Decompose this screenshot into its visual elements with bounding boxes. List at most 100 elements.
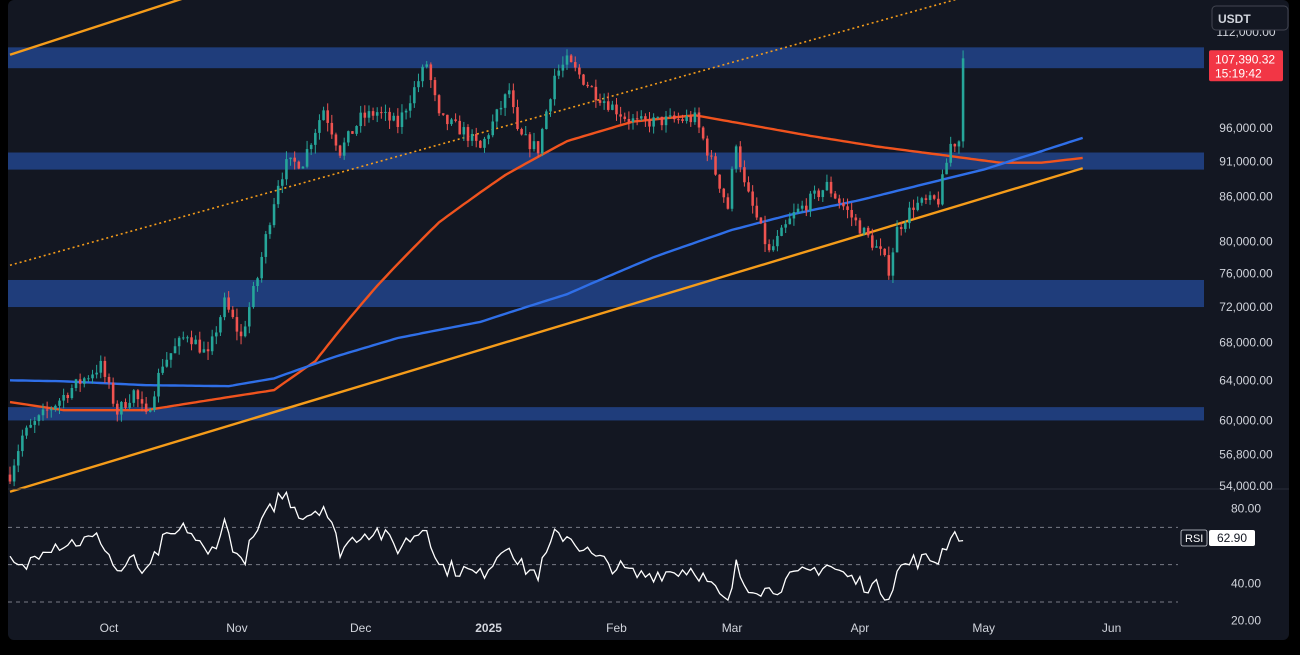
candle bbox=[648, 112, 651, 133]
candle bbox=[805, 198, 808, 217]
candle-body bbox=[396, 115, 400, 127]
candle-body bbox=[483, 138, 486, 148]
candle-body bbox=[854, 217, 858, 221]
candle-body bbox=[862, 227, 866, 234]
candle-body bbox=[763, 223, 767, 245]
candle bbox=[825, 174, 829, 191]
candle-body bbox=[474, 133, 478, 141]
candle-body bbox=[157, 372, 160, 397]
candle bbox=[458, 115, 461, 135]
candle bbox=[813, 185, 816, 200]
candle-body bbox=[507, 90, 511, 95]
candle-body bbox=[161, 366, 164, 373]
candle bbox=[685, 109, 688, 124]
candle bbox=[70, 384, 74, 400]
candle bbox=[384, 104, 387, 122]
candle bbox=[404, 108, 408, 120]
candle-body bbox=[710, 155, 713, 157]
candle-body bbox=[355, 126, 358, 134]
candle-countdown: 15:19:42 bbox=[1215, 66, 1262, 80]
candle bbox=[305, 140, 309, 169]
price-tick-label: 56,800.00 bbox=[1219, 448, 1273, 462]
candle bbox=[239, 324, 243, 345]
candle-body bbox=[149, 410, 152, 412]
candle-body bbox=[404, 110, 408, 113]
candle bbox=[54, 404, 57, 412]
candle bbox=[322, 106, 325, 121]
candle bbox=[309, 143, 313, 155]
candle bbox=[594, 79, 598, 108]
candle-body bbox=[730, 168, 734, 209]
chart-background bbox=[8, 0, 1289, 640]
candle-body bbox=[202, 349, 206, 353]
candle bbox=[961, 50, 965, 148]
candle bbox=[400, 104, 404, 134]
candle-body bbox=[186, 337, 189, 339]
candle-body bbox=[248, 307, 251, 327]
candle bbox=[347, 130, 350, 147]
price-tick-label: 86,000.00 bbox=[1219, 189, 1273, 203]
candle bbox=[512, 83, 515, 114]
candle-body bbox=[111, 382, 115, 404]
candle-body bbox=[454, 119, 457, 121]
candle bbox=[767, 239, 771, 253]
candle bbox=[792, 203, 796, 226]
candle-body bbox=[714, 156, 717, 175]
last-price-badge: 107,390.32 15:19:42 bbox=[1209, 50, 1283, 82]
candle-body bbox=[821, 190, 825, 198]
candle-body bbox=[297, 161, 301, 169]
candle-body bbox=[582, 74, 585, 85]
rsi-tick-label: 20.00 bbox=[1231, 614, 1261, 628]
candle bbox=[718, 174, 721, 193]
candle bbox=[908, 201, 911, 229]
candle bbox=[326, 103, 329, 132]
zone-4 bbox=[8, 407, 1204, 421]
candle-body bbox=[916, 202, 919, 210]
candle bbox=[243, 320, 247, 338]
candle-body bbox=[495, 109, 499, 122]
candle bbox=[219, 315, 222, 337]
candle-body bbox=[54, 405, 57, 410]
candle-body bbox=[961, 58, 965, 142]
candle-body bbox=[491, 121, 495, 136]
candle bbox=[78, 373, 82, 392]
candle bbox=[693, 107, 697, 125]
candle-body bbox=[289, 157, 292, 160]
candle bbox=[780, 224, 783, 237]
candle bbox=[561, 56, 565, 78]
candle bbox=[177, 336, 181, 355]
time-axis[interactable]: Oct Nov Dec 2025 Feb Mar Apr May Jun bbox=[100, 621, 1122, 635]
candle bbox=[91, 369, 94, 384]
candle bbox=[697, 107, 701, 134]
candle-body bbox=[920, 198, 924, 203]
candle-body bbox=[759, 217, 763, 224]
candle-body bbox=[408, 103, 412, 111]
candle-body bbox=[557, 70, 561, 76]
candle-body bbox=[219, 317, 222, 333]
time-tick-label: Oct bbox=[100, 621, 119, 635]
candle bbox=[862, 226, 866, 236]
candle bbox=[895, 220, 899, 253]
candle bbox=[747, 176, 750, 193]
candle-body bbox=[879, 246, 882, 249]
candle bbox=[103, 356, 107, 383]
candle-body bbox=[33, 421, 37, 425]
rsi-axis[interactable]: 80.00 40.00 20.00 bbox=[1231, 502, 1261, 628]
candle-body bbox=[701, 127, 705, 139]
candle bbox=[466, 124, 470, 148]
candle-body bbox=[503, 94, 507, 108]
candle-body bbox=[627, 119, 631, 123]
candle-body bbox=[82, 378, 86, 384]
currency-label[interactable]: USDT bbox=[1211, 5, 1289, 31]
candle bbox=[128, 394, 131, 410]
candle-body bbox=[553, 75, 556, 100]
trendline-2 bbox=[9, 0, 183, 56]
candle-body bbox=[268, 225, 272, 235]
candle-body bbox=[21, 435, 24, 452]
price-axis[interactable]: 112,000.0096,000.0091,000.0086,000.0080,… bbox=[1216, 25, 1275, 493]
candle-body bbox=[619, 114, 622, 117]
candle-body bbox=[833, 193, 837, 199]
candle-body bbox=[928, 195, 932, 200]
